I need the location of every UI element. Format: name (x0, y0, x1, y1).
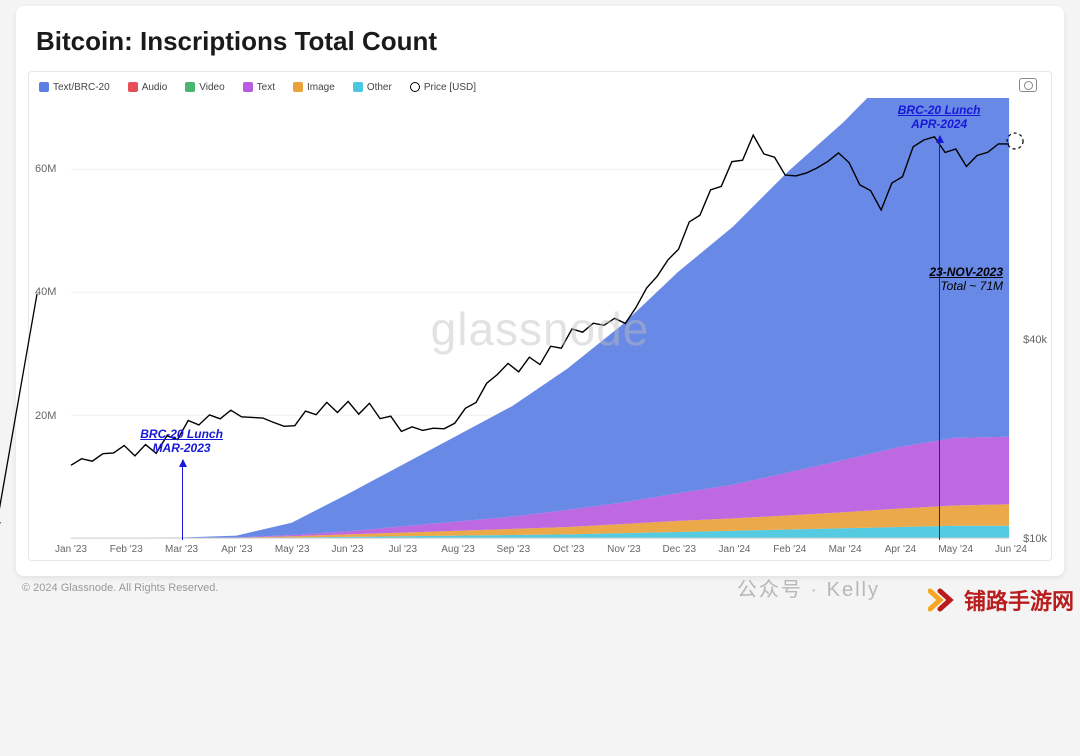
legend-item[interactable]: Price [USD] (410, 82, 476, 93)
legend-item[interactable]: Text/BRC-20 (39, 82, 110, 93)
legend-item[interactable]: Image (293, 82, 335, 93)
legend-label: Video (199, 82, 224, 93)
legend-item[interactable]: Other (353, 82, 392, 93)
chart-card: Bitcoin: Inscriptions Total Count Text/B… (16, 6, 1064, 576)
site-badge-text: 铺路手游网 (964, 584, 1074, 616)
chart-title: Bitcoin: Inscriptions Total Count (36, 26, 1054, 57)
right-axis-40k: $40k (1023, 334, 1047, 346)
legend-swatch (410, 82, 420, 92)
legend-label: Price [USD] (424, 82, 476, 93)
legend-swatch (243, 82, 253, 92)
legend-label: Audio (142, 82, 168, 93)
annotation-title: 23-NOV-2023 (929, 266, 1003, 280)
legend-item[interactable]: Text (243, 82, 275, 93)
wechat-watermark: 公众号 · Kelly (737, 573, 880, 602)
screenshot-icon[interactable] (1019, 78, 1037, 92)
annotation-title: BRC-20 Lunch (889, 104, 989, 118)
legend-item[interactable]: Video (185, 82, 224, 93)
chart-container: Text/BRC-20 Audio Video Text Image Other Price… (28, 71, 1052, 561)
annotation-subtitle: APR-2024 (911, 117, 967, 131)
legend-label: Other (367, 82, 392, 93)
legend-label: Image (307, 82, 335, 93)
annotation-brc20-2024: BRC-20 Lunch APR-2024 (889, 104, 989, 132)
annotation-total-71m: 23-NOV-2023 Total ~ 71M (929, 266, 1003, 294)
legend-item[interactable]: Audio (128, 82, 168, 93)
annotation-pointer (0, 294, 1009, 756)
plot-area: glassnode 20M40M60M $40k $10k Jan '23Feb… (29, 98, 1051, 560)
legend-swatch (128, 82, 138, 92)
legend-swatch (353, 82, 363, 92)
legend-swatch (293, 82, 303, 92)
chevrons-icon (928, 587, 958, 613)
legend-swatch (39, 82, 49, 92)
legend-label: Text (257, 82, 275, 93)
annotation-subtitle: Total ~ 71M (940, 279, 1003, 293)
site-attribution-badge: 铺路手游网 (928, 584, 1074, 616)
legend-label: Text/BRC-20 (53, 82, 110, 93)
legend-swatch (185, 82, 195, 92)
legend: Text/BRC-20 Audio Video Text Image Other Price… (39, 78, 1041, 96)
footer-copyright: © 2024 Glassnode. All Rights Reserved. (22, 582, 218, 594)
y-axis-label: 60M (35, 163, 56, 175)
